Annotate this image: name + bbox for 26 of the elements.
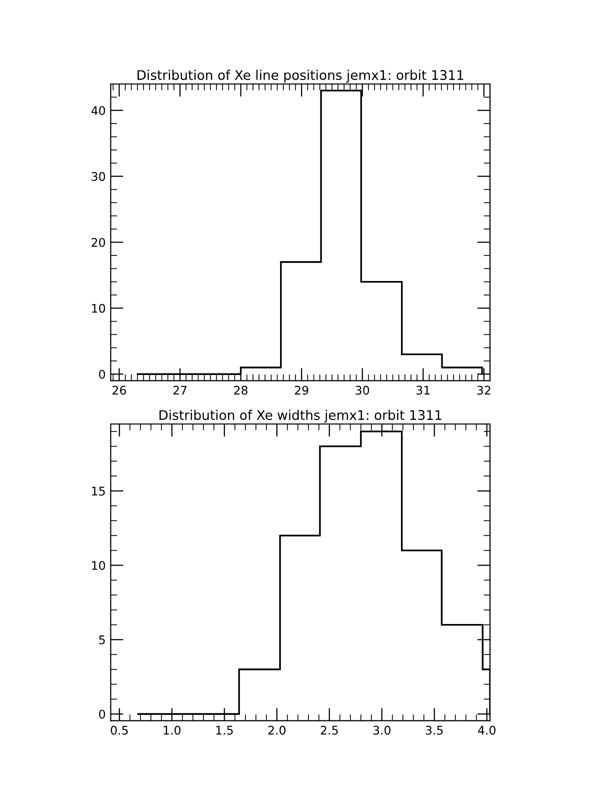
x-tick-label: 3.0 [373,726,390,735]
x-tick-label: 0.5 [110,726,128,735]
x-tick-label: 2.0 [268,726,286,735]
y-tick-label: 10 [92,561,106,570]
x-tick-label: 29 [294,386,308,395]
y-tick-label: 0 [99,370,106,379]
y-tick-label: 0 [99,710,106,719]
y-tick-label: 15 [92,486,105,496]
x-tick-label: 2.5 [320,726,338,735]
x-tick-label: 1.5 [216,726,233,735]
chart-title: Distribution of Xe line positions jemx1: orbit 1311 [138,70,464,83]
x-tick-label: 26 [112,386,126,395]
y-tick-label: 30 [92,172,106,181]
x-tick-label: 31 [416,386,430,395]
x-tick-label: 1.0 [164,726,181,735]
x-tick-label: 3.5 [426,726,443,735]
x-tick-label: 30 [356,386,370,395]
chart-title: Distribution of Xe widths jemx1: orbit 1311 [160,410,442,423]
y-tick-label: 10 [92,304,106,313]
y-tick-label: 20 [92,238,106,247]
x-tick-label: 27 [173,386,186,395]
x-tick-label: 4.0 [478,726,496,735]
y-tick-label: 5 [99,636,105,644]
x-tick-label: 32 [477,386,490,395]
x-tick-label: 28 [234,386,248,395]
y-tick-label: 40 [91,106,106,116]
